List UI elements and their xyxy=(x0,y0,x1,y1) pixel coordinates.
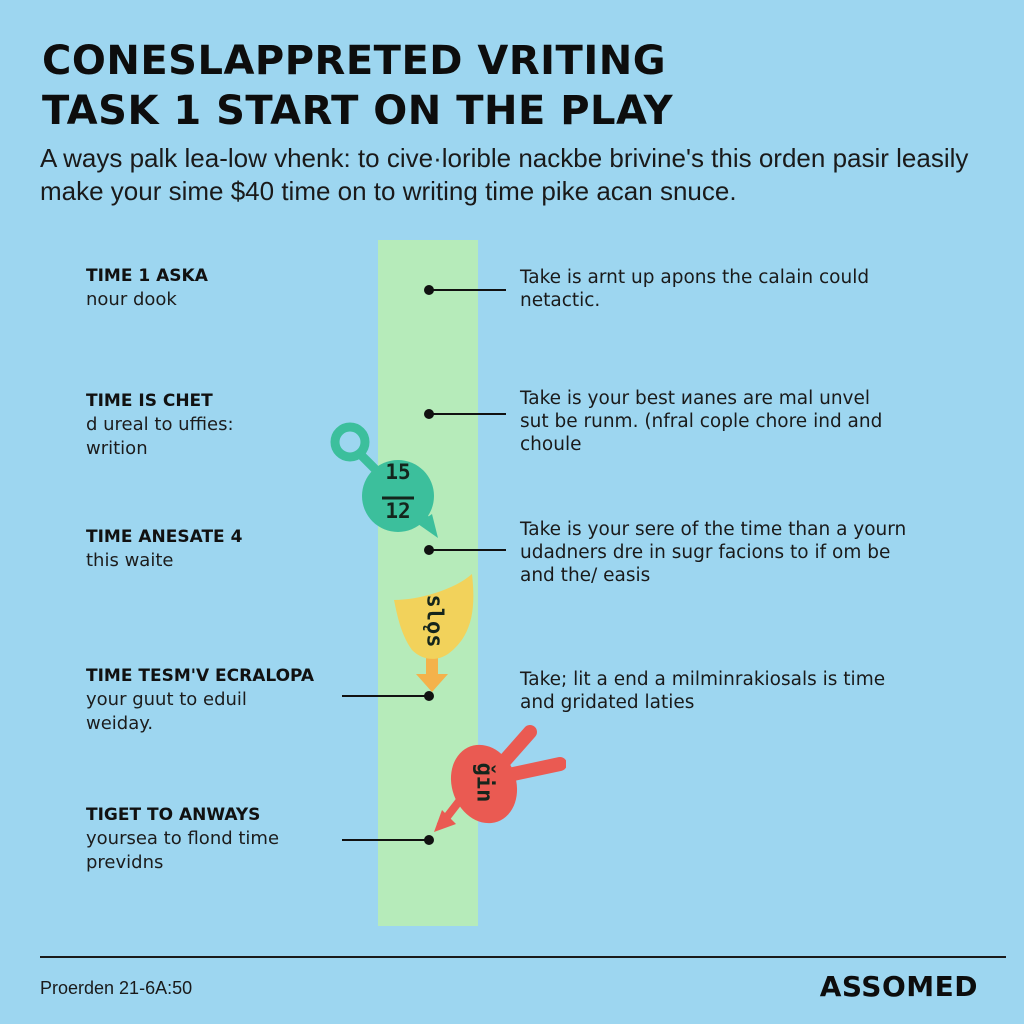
step-2-subtext-line-2: writion xyxy=(86,438,148,459)
step-3-description-line-3: and the/ easis xyxy=(520,565,651,586)
step-3-label: TIME ANESATE 4 this waite xyxy=(86,526,356,573)
green-badge-bottom-number: 12 xyxy=(385,499,411,523)
yellow-arrow-icon xyxy=(416,648,448,692)
step-2-description-line-1: Take is your best иanes are mal unvel xyxy=(520,388,871,409)
green-badge xyxy=(362,460,434,532)
step-2-heading: TIME IS CHET xyxy=(86,391,213,411)
step-1-description-line-2: netactic. xyxy=(520,290,601,311)
step-4-dot xyxy=(424,691,434,701)
step-3-heading: TIME ANESATE 4 xyxy=(86,527,243,547)
step-5-heading: TIGET TO ANWAYS xyxy=(86,805,261,825)
step-2-label: TIME IS CHET d ureal to uffies: writion xyxy=(86,390,356,461)
step-3-subtext-line-1: this waite xyxy=(86,550,174,571)
step-2-dot xyxy=(424,409,434,419)
step-4-connector xyxy=(342,695,430,697)
footer-brand-logo: ASSOMED xyxy=(819,970,978,1003)
step-2-description-line-2: sut be runm. (nfral cople chore ind and xyxy=(520,411,883,432)
footer-date: Proerden 21-6A:50 xyxy=(40,978,193,998)
step-5-subtext-line-2: previdns xyxy=(86,852,164,873)
step-4-heading: TIME TESM'V ECRALOPA xyxy=(86,666,315,686)
step-4-description-line-1: Take; lit a end a milminrakiosals is tim… xyxy=(520,669,886,690)
step-1-dot xyxy=(424,285,434,295)
intro-line-2: make your sime $40 time on to writing ti… xyxy=(40,176,737,206)
step-3-description: Take is your sere of the time than a you… xyxy=(520,518,990,587)
step-5-subtext-line-1: yoursea to flond time xyxy=(86,828,280,849)
page-title: CONESLAPPRETED VRITING TASK 1 START ON T… xyxy=(42,36,673,136)
step-2-connector xyxy=(430,413,506,415)
title-line-1: CONESLAPPRETED VRITING xyxy=(42,38,667,84)
title-line-2: TASK 1 START ON THE PLAY xyxy=(42,88,674,134)
red-pin-marker: ǧin xyxy=(434,722,566,834)
step-1-label: TIME 1 ASKA nour dook xyxy=(86,265,356,312)
intro-line-1: A ways palk lea-low vhenk: to cive·lorib… xyxy=(40,143,969,173)
step-2-description-line-3: choule xyxy=(520,434,582,455)
step-3-connector xyxy=(430,549,506,551)
yellow-marker-text: slǫs xyxy=(421,594,447,648)
step-5-connector xyxy=(342,839,430,841)
step-5-label: TIGET TO ANWAYS yoursea to flond time pr… xyxy=(86,804,356,875)
yellow-cup-marker: slǫs xyxy=(388,570,484,694)
step-1-description: Take is arnt up apons the calain could n… xyxy=(520,266,990,312)
step-3-description-line-2: udadners dre in sugr facions to if om be xyxy=(520,542,891,563)
step-1-subtext-line-1: nour dook xyxy=(86,289,177,310)
step-3-dot xyxy=(424,545,434,555)
footer-divider xyxy=(40,956,1006,958)
step-4-description-line-2: and gridated laties xyxy=(520,692,695,713)
step-2-subtext-line-1: d ureal to uffies: xyxy=(86,414,234,435)
step-1-connector xyxy=(430,289,506,291)
intro-text: A ways palk lea-low vhenk: to cive·lorib… xyxy=(40,142,1000,208)
step-4-label: TIME TESM'V ECRALOPA your guut to eduil … xyxy=(86,665,356,736)
step-1-description-line-1: Take is arnt up apons the calain could xyxy=(520,267,870,288)
step-2-description: Take is your best иanes are mal unvel su… xyxy=(520,387,990,456)
step-5-dot xyxy=(424,835,434,845)
red-marker-text: ǧin xyxy=(471,762,497,803)
step-1-heading: TIME 1 ASKA xyxy=(86,266,208,286)
green-timer-marker: 15 12 xyxy=(322,420,452,550)
yellow-cup-icon xyxy=(394,574,474,659)
step-4-subtext-line-1: your guut to eduil xyxy=(86,689,247,710)
green-ring-icon xyxy=(330,422,370,462)
step-4-subtext-line-2: weiday. xyxy=(86,713,154,734)
step-4-description: Take; lit a end a milminrakiosals is tim… xyxy=(520,668,990,714)
red-blob xyxy=(450,744,518,824)
green-badge-top-number: 15 xyxy=(385,460,411,484)
step-3-description-line-1: Take is your sere of the time than a you… xyxy=(520,519,907,540)
